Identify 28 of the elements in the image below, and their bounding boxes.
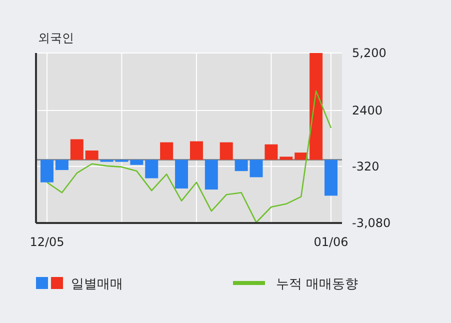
y-tick-label: 2400 [352, 103, 383, 118]
bar [55, 160, 68, 170]
bar [85, 150, 98, 160]
x-tick-label: 01/06 [314, 235, 348, 249]
bar [280, 156, 293, 160]
bar [264, 144, 278, 160]
y-tick-label: -3,080 [352, 216, 391, 230]
bar [250, 160, 263, 178]
bar [204, 160, 218, 190]
bar [220, 142, 233, 160]
bar [310, 53, 323, 160]
chart-title: 외국인 [38, 31, 74, 45]
bar [324, 160, 338, 196]
bar [294, 152, 308, 160]
bar [160, 142, 174, 160]
line-series [46, 90, 332, 224]
bar [145, 160, 158, 178]
y-tick-label: -320 [352, 159, 380, 174]
bar [40, 160, 54, 182]
bar [175, 160, 188, 189]
x-tick-label: 12/05 [30, 235, 64, 249]
bar [70, 139, 84, 160]
bar [130, 160, 144, 165]
bar [234, 160, 248, 172]
bar [190, 141, 203, 160]
legend-label: 일별매매 [71, 277, 123, 292]
y-tick-label: 5,200 [352, 46, 386, 60]
legend-label: 누적 매매동향 [276, 277, 358, 292]
